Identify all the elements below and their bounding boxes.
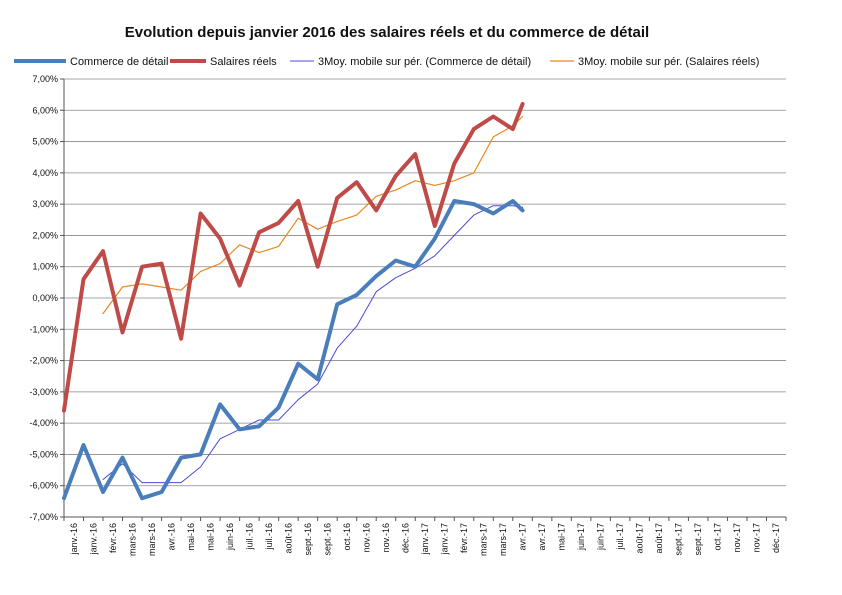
y-tick-label: 7,00%: [32, 74, 58, 84]
y-tick-label: 5,00%: [32, 137, 58, 147]
x-tick-label: déc.-16: [400, 523, 410, 553]
x-tick-label: juin-17: [596, 523, 606, 551]
x-tick-label: sept.-17: [693, 523, 703, 556]
x-tick-label: oct.-16: [342, 523, 352, 551]
x-tick-label: avr.-17: [518, 523, 528, 551]
x-tick-label: août-17: [635, 523, 645, 554]
legend-item: Salaires réels: [170, 56, 277, 68]
x-tick-label: nov.-16: [381, 523, 391, 552]
y-tick-label: -7,00%: [29, 512, 58, 522]
y-tick-label: 6,00%: [32, 105, 58, 115]
x-axis: janv.-16 janv.-16 févr.-16 mars-16 mars-16 av…: [63, 517, 787, 556]
x-tick-label: janv.-16: [88, 523, 98, 555]
y-tick-label: -4,00%: [29, 418, 58, 428]
x-tick-label: nov.-17: [732, 523, 742, 552]
y-tick-label: 4,00%: [32, 168, 58, 178]
legend-label: 3Moy. mobile sur pér. (Commerce de détai…: [318, 56, 531, 68]
y-tick-label: 2,00%: [32, 230, 58, 240]
gridlines: [64, 78, 786, 518]
x-tick-label: avr.-17: [537, 523, 547, 551]
x-tick-label: mai-16: [205, 523, 215, 551]
x-tick-label: mars-16: [147, 523, 157, 556]
y-tick-label: -1,00%: [29, 324, 58, 334]
series-line: [62, 199, 525, 501]
series-line: [102, 205, 524, 484]
x-tick-label: juin-17: [576, 523, 586, 551]
x-tick-label: avr.-16: [166, 523, 176, 551]
x-tick-label: juil.-16: [264, 523, 274, 551]
series-line: [62, 102, 525, 413]
x-tick-label: juil.-17: [615, 523, 625, 551]
x-tick-label: juin-16: [225, 523, 235, 551]
y-tick-label: -3,00%: [29, 387, 58, 397]
x-tick-label: août-17: [654, 523, 664, 554]
legend-label: 3Moy. mobile sur pér. (Salaires réels): [578, 56, 759, 68]
x-tick-label: août-16: [283, 523, 293, 554]
x-tick-label: mai-16: [186, 523, 196, 551]
y-tick-label: 0,00%: [32, 293, 58, 303]
y-tick-label: -5,00%: [29, 449, 58, 459]
x-tick-label: nov.-17: [752, 523, 762, 552]
legend-item: Commerce de détail: [14, 56, 168, 68]
y-tick-label: 1,00%: [32, 262, 58, 272]
x-tick-label: oct.-17: [713, 523, 723, 551]
y-tick-label: -2,00%: [29, 356, 58, 366]
x-tick-label: mars-17: [498, 523, 508, 556]
x-tick-label: mars-17: [479, 523, 489, 556]
series-line: [102, 115, 524, 315]
y-tick-label: -6,00%: [29, 481, 58, 491]
x-tick-label: janv.-17: [440, 523, 450, 555]
legend-item: 3Moy. mobile sur pér. (Commerce de détai…: [290, 56, 531, 68]
chart-title: Evolution depuis janvier 2016 des salair…: [125, 24, 649, 41]
x-tick-label: déc.-17: [771, 523, 781, 553]
legend: Commerce de détail Salaires réels 3Moy. …: [14, 56, 759, 68]
x-tick-label: janv.-16: [69, 523, 79, 555]
plot-area: [62, 102, 525, 501]
legend-item: 3Moy. mobile sur pér. (Salaires réels): [550, 56, 759, 68]
x-tick-label: sept.-16: [322, 523, 332, 556]
legend-label: Commerce de détail: [70, 56, 168, 68]
x-tick-label: janv.-17: [420, 523, 430, 555]
x-tick-label: juil.-16: [244, 523, 254, 551]
legend-label: Salaires réels: [210, 56, 277, 68]
y-tick-label: 3,00%: [32, 199, 58, 209]
y-axis: 7,00% 6,00% 5,00% 4,00% 3,00% 2,00% 1,00% 0,00%…: [29, 74, 786, 522]
x-tick-label: sept.-16: [303, 523, 313, 556]
x-tick-label: nov.-16: [361, 523, 371, 552]
x-tick-label: mars-16: [127, 523, 137, 556]
x-tick-label: mai-17: [557, 523, 567, 551]
x-tick-label: févr.-16: [108, 523, 118, 553]
x-tick-label: févr.-17: [459, 523, 469, 553]
x-tick-label: sept.-17: [674, 523, 684, 556]
